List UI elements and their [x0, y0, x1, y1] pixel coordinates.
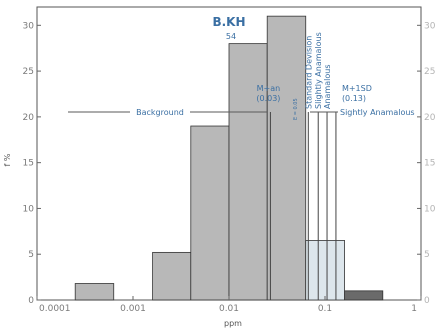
y-tick-label-3: 15: [23, 159, 34, 169]
y-tick-label-1: 5: [28, 250, 34, 260]
threshold-value-0: (0.03): [256, 94, 280, 103]
threshold-value-4: (0.13): [342, 94, 366, 103]
histogram-bar-3: [228, 43, 268, 301]
y-right-tick-label-6: 30: [424, 21, 436, 31]
x-axis-label: ppm: [224, 319, 242, 328]
histogram-bar-0: [74, 283, 115, 301]
y-tick-label-2: 10: [23, 204, 35, 214]
y-right-tick-label-0: 0: [424, 296, 430, 306]
y-tick-label-6: 30: [23, 21, 35, 31]
y-right-tick-label-1: 5: [424, 250, 430, 260]
histogram-bar-6: [344, 290, 384, 301]
y-tick-label-4: 20: [23, 113, 35, 123]
y-right-tick-label-4: 20: [424, 113, 436, 123]
faint-threshold-label: E = 0.05: [293, 98, 299, 120]
threshold-label-3: Anamalous: [323, 65, 332, 110]
y-tick-label-5: 25: [23, 67, 34, 77]
y-axis-label: f %: [3, 153, 12, 166]
y-tick-label-0: 0: [28, 296, 34, 306]
y-axis-ticks-right: 0 5 10 15 20 25 30: [417, 21, 436, 306]
x-tick-label-2: 0.01: [219, 304, 239, 314]
histogram-bar-5: [305, 240, 345, 301]
threshold-label-2: Slightly Anamalous: [314, 32, 323, 109]
x-tick-label-1: 0.001: [120, 304, 146, 314]
slightly-anamalous-label: Sightly Anamalous: [340, 108, 415, 117]
y-right-tick-label-2: 10: [424, 204, 436, 214]
chart-subtitle: 54: [226, 32, 236, 41]
histogram-bar-4: [266, 15, 307, 301]
histogram-bar-1: [152, 251, 192, 301]
x-axis-ticks: 0.0001 0.001 0.01 0.1 1: [36, 296, 422, 314]
threshold-lines: M+an(0.03) Standard Devision Slightly Anam…: [256, 32, 372, 300]
histogram-bars: [74, 15, 384, 301]
chart-title: B.KH: [212, 15, 245, 29]
threshold-label-4: M+1SD: [342, 84, 372, 93]
y-axis-ticks: 0 5 10 15 20 25 30: [23, 21, 41, 306]
x-tick-label-4: 1: [411, 304, 417, 314]
x-tick-label-0: 0.0001: [39, 304, 71, 314]
threshold-label-1: Standard Devision: [304, 36, 313, 109]
x-tick-label-3: 0.1: [318, 304, 332, 314]
histogram-bar-2: [190, 125, 230, 301]
threshold-label-0: M+an: [257, 84, 281, 93]
y-right-tick-label-3: 15: [424, 159, 435, 169]
background-label: Background: [136, 108, 184, 117]
y-right-tick-label-5: 25: [424, 67, 435, 77]
